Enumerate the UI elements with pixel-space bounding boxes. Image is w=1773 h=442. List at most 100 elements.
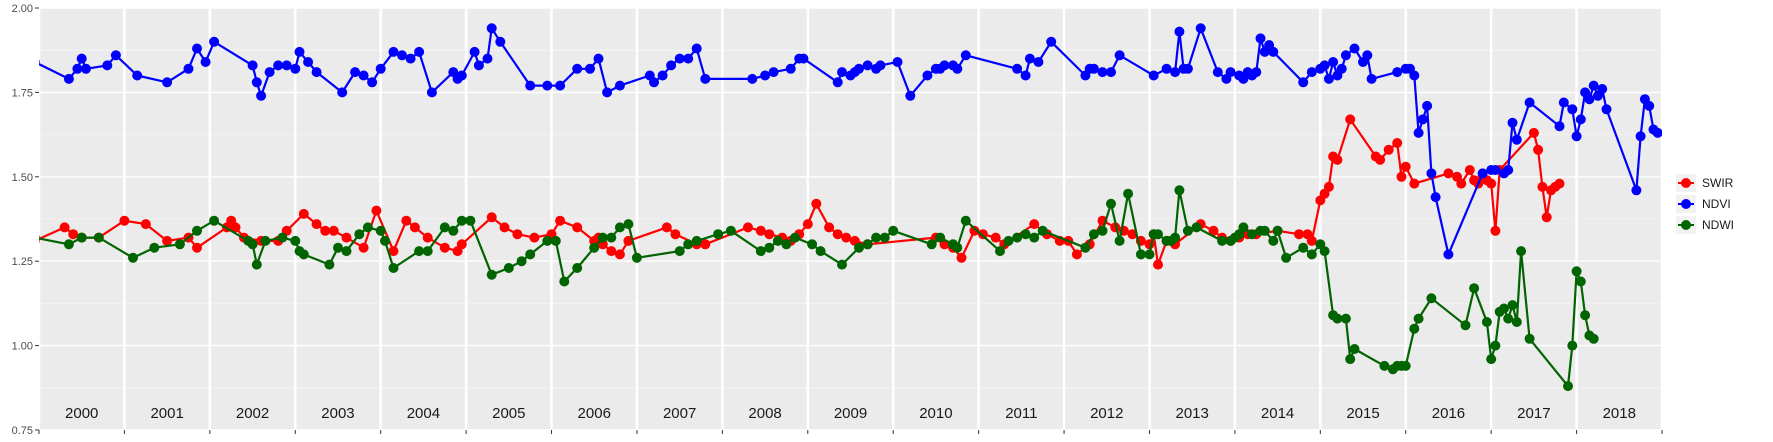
data-point-swir (956, 252, 967, 263)
data-point-ndwi (674, 246, 685, 257)
x-axis (38, 430, 1663, 434)
data-point-swir (486, 212, 497, 223)
year-labels: 2000 2001 2002 2003 2004 2005 2006 2007 2008 2009… (65, 405, 1636, 422)
legend-key-point (1681, 220, 1691, 230)
data-point-swir (1486, 178, 1497, 189)
data-point-swir (1400, 161, 1411, 172)
data-point-ndvi (482, 53, 493, 64)
data-point-ndvi (760, 70, 771, 81)
data-point-ndwi (1088, 229, 1099, 240)
data-point-ndwi (192, 225, 202, 236)
data-point-ndwi (486, 269, 497, 280)
data-point-ndwi (862, 239, 873, 250)
data-point-ndwi (1106, 198, 1116, 209)
data-point-ndwi (63, 239, 74, 250)
data-point-ndwi (1511, 317, 1522, 327)
year-label: 2012 (1090, 405, 1123, 422)
data-point-ndvi (473, 60, 484, 71)
data-point-ndwi (755, 246, 766, 257)
data-point-ndwi (559, 276, 570, 287)
data-point-swir (1528, 127, 1539, 138)
data-point-ndwi (1345, 354, 1356, 365)
data-point-ndwi (781, 239, 792, 250)
data-point-ndwi (1114, 235, 1125, 246)
data-point-ndwi (542, 235, 553, 246)
data-point-ndvi (1024, 53, 1035, 64)
y-tick-label: 0.75 (12, 425, 33, 437)
data-point-ndwi (764, 242, 775, 253)
data-point-ndvi (875, 60, 886, 71)
data-point-swir (119, 215, 130, 226)
data-point-swir (59, 222, 70, 233)
data-point-ndvi (1170, 67, 1181, 78)
data-point-ndwi (503, 263, 514, 273)
data-point-ndwi (631, 252, 642, 263)
data-point-ndvi (162, 77, 173, 88)
legend-key-point (1681, 178, 1691, 188)
data-point-ndvi (358, 70, 369, 81)
data-point-ndwi (1080, 242, 1091, 253)
data-point-ndwi (422, 246, 433, 257)
data-point-ndwi (879, 232, 890, 243)
data-point-ndwi (1319, 246, 1330, 257)
data-point-swir (1533, 144, 1544, 155)
data-point-ndwi (854, 242, 864, 253)
data-point-swir (21, 233, 31, 243)
data-point-ndwi (0, 229, 10, 239)
data-point-ndvi (1336, 63, 1347, 74)
data-point-ndvi (1182, 63, 1193, 74)
data-point-ndvi (666, 60, 677, 71)
data-point-ndwi (1567, 340, 1578, 351)
data-point-swir (512, 229, 523, 240)
data-point-ndvi (1575, 114, 1586, 125)
data-point-ndvi (183, 63, 194, 74)
data-point-ndwi (8, 233, 18, 243)
data-point-swir (439, 242, 450, 253)
data-point-ndvi (256, 90, 267, 101)
data-point-ndwi (926, 239, 937, 250)
data-point-ndwi (725, 225, 736, 236)
y-tick-label: 1.00 (12, 341, 33, 353)
data-point-swir (328, 225, 339, 236)
data-point-ndvi (1255, 33, 1266, 44)
data-point-ndvi (1161, 63, 1172, 74)
data-point-swir (1127, 229, 1138, 240)
data-point-ndvi (1413, 127, 1424, 138)
data-point-ndwi (888, 225, 899, 236)
data-point-swir (1409, 178, 1420, 189)
data-point-swir (320, 225, 331, 236)
data-point-ndvi (209, 36, 220, 47)
data-point-ndwi (683, 239, 694, 250)
data-point-ndwi (1259, 225, 1270, 236)
data-point-ndwi (375, 225, 386, 236)
data-point-ndvi (798, 53, 809, 64)
data-point-ndvi (1417, 114, 1428, 125)
data-point-ndwi (1191, 222, 1202, 233)
data-point-swir (0, 233, 10, 243)
data-point-ndwi (1588, 333, 1599, 344)
data-point-ndwi (465, 215, 476, 226)
data-point-ndvi (1588, 80, 1599, 91)
data-point-ndwi (1097, 225, 1108, 236)
data-point-swir (614, 249, 625, 260)
data-point-ndvi (1195, 23, 1206, 34)
data-point-swir (1554, 178, 1565, 189)
year-label: 2017 (1517, 405, 1550, 422)
legend-label-swir: SWIR (1702, 176, 1734, 190)
year-label: 2013 (1175, 405, 1208, 422)
data-point-ndvi (1409, 70, 1420, 81)
year-label: 2011 (1005, 405, 1037, 422)
data-point-swir (422, 232, 433, 243)
data-point-ndwi (790, 232, 800, 243)
year-label: 2014 (1261, 405, 1294, 422)
data-point-ndvi (81, 63, 91, 74)
data-point-ndwi (277, 232, 288, 243)
data-point-ndvi (1571, 131, 1582, 142)
data-point-ndvi (192, 43, 202, 54)
data-point-ndwi (448, 225, 459, 236)
data-point-ndwi (251, 259, 262, 270)
data-point-swir (1456, 178, 1467, 189)
data-point-swir (8, 229, 18, 239)
data-point-ndvi (1422, 100, 1433, 111)
data-point-ndvi (367, 77, 378, 88)
